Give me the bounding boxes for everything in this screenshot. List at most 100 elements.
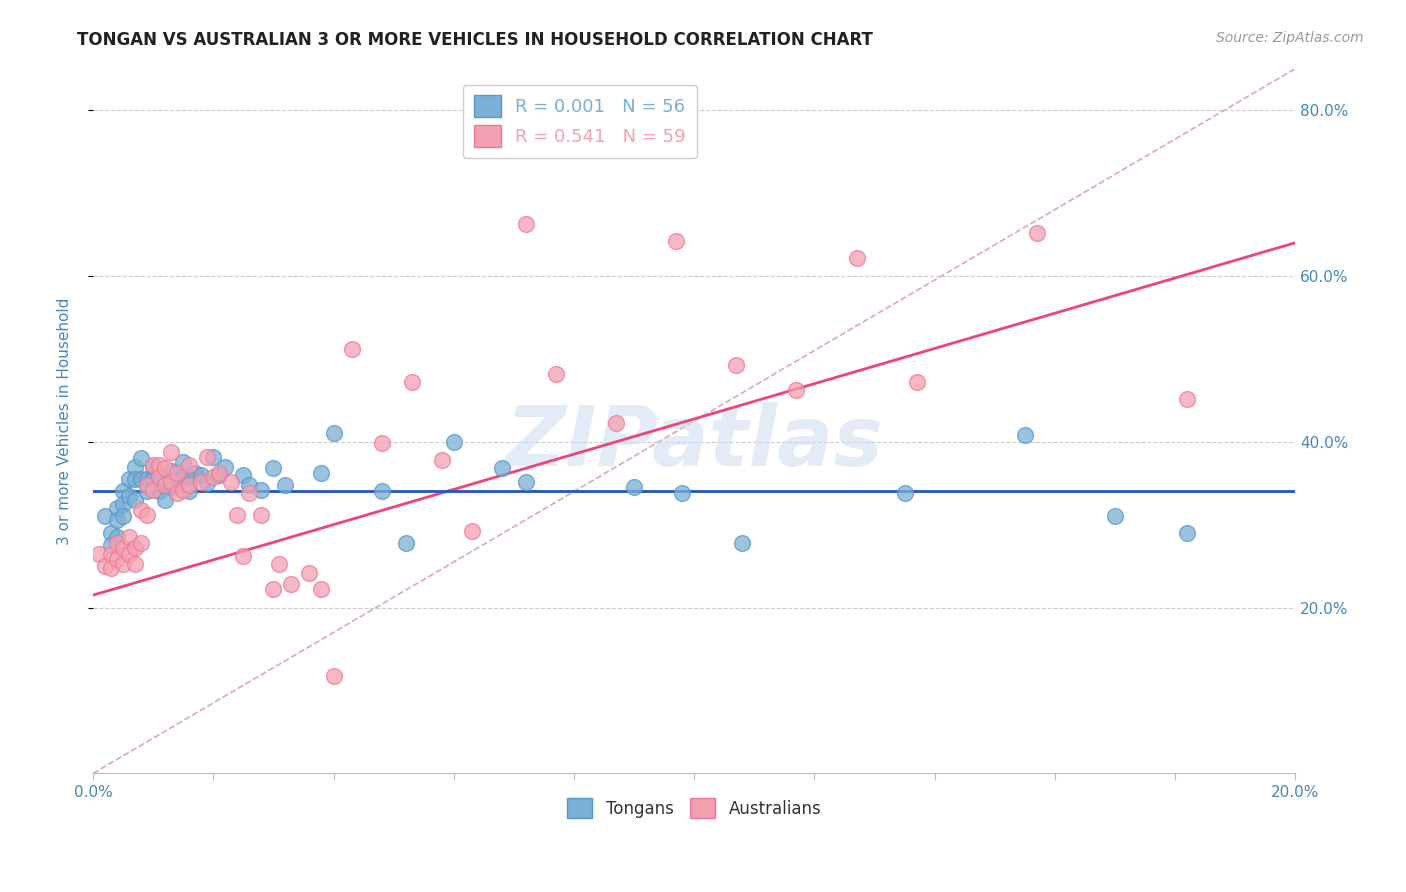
Point xyxy=(1026,226,1049,240)
Point xyxy=(221,475,243,489)
Point xyxy=(100,547,122,561)
Text: Source: ZipAtlas.com: Source: ZipAtlas.com xyxy=(1216,31,1364,45)
Point xyxy=(129,451,152,466)
Point xyxy=(112,558,135,572)
Point xyxy=(100,538,122,552)
Point xyxy=(105,536,128,550)
Text: ZIPatlas: ZIPatlas xyxy=(505,401,883,483)
Point xyxy=(184,467,207,481)
Point xyxy=(226,508,249,522)
Point xyxy=(136,478,159,492)
Point xyxy=(893,486,915,500)
Text: TONGAN VS AUSTRALIAN 3 OR MORE VEHICLES IN HOUSEHOLD CORRELATION CHART: TONGAN VS AUSTRALIAN 3 OR MORE VEHICLES … xyxy=(77,31,873,49)
Point xyxy=(262,582,284,597)
Point xyxy=(280,577,302,591)
Point xyxy=(370,436,392,450)
Point xyxy=(322,426,344,441)
Point xyxy=(124,541,146,555)
Point xyxy=(905,375,928,389)
Point xyxy=(515,475,537,489)
Point xyxy=(87,547,110,561)
Point xyxy=(311,467,333,481)
Point xyxy=(166,472,188,486)
Point xyxy=(118,472,141,486)
Point xyxy=(179,458,201,472)
Point xyxy=(250,483,273,497)
Point xyxy=(112,497,135,511)
Point xyxy=(491,461,513,475)
Point xyxy=(148,467,170,482)
Point xyxy=(785,384,807,398)
Point xyxy=(129,472,152,486)
Point xyxy=(153,461,176,475)
Point xyxy=(195,476,218,491)
Point xyxy=(172,455,194,469)
Point xyxy=(100,525,122,540)
Point xyxy=(1175,525,1198,540)
Point xyxy=(179,469,201,483)
Point xyxy=(443,434,465,449)
Point xyxy=(370,484,392,499)
Point xyxy=(112,541,135,555)
Point xyxy=(262,461,284,475)
Point xyxy=(1014,428,1036,442)
Point xyxy=(124,558,146,572)
Point xyxy=(671,486,693,500)
Point xyxy=(195,450,218,464)
Point xyxy=(322,668,344,682)
Point xyxy=(118,547,141,561)
Point xyxy=(142,459,165,474)
Point xyxy=(148,458,170,472)
Point xyxy=(124,492,146,507)
Point xyxy=(430,453,453,467)
Point xyxy=(160,444,183,458)
Point xyxy=(124,459,146,474)
Point xyxy=(179,484,201,499)
Point xyxy=(129,536,152,550)
Point xyxy=(544,367,567,381)
Point xyxy=(124,472,146,486)
Point xyxy=(142,483,165,497)
Point xyxy=(208,467,231,481)
Point xyxy=(136,484,159,499)
Point xyxy=(311,582,333,597)
Point xyxy=(172,483,194,497)
Point xyxy=(129,502,152,516)
Point xyxy=(401,375,423,389)
Point xyxy=(725,359,748,373)
Point xyxy=(179,478,201,492)
Point xyxy=(190,467,212,482)
Point xyxy=(142,458,165,472)
Point xyxy=(269,558,291,572)
Point xyxy=(142,472,165,486)
Point xyxy=(605,417,627,431)
Point xyxy=(105,514,128,528)
Legend: Tongans, Australians: Tongans, Australians xyxy=(561,791,828,825)
Point xyxy=(105,552,128,566)
Point xyxy=(172,469,194,483)
Point xyxy=(148,484,170,499)
Point xyxy=(202,469,225,483)
Point xyxy=(298,566,321,580)
Point xyxy=(112,484,135,499)
Point xyxy=(190,475,212,489)
Point xyxy=(274,478,297,492)
Point xyxy=(515,218,537,232)
Point xyxy=(148,469,170,483)
Point xyxy=(94,559,117,574)
Point xyxy=(94,509,117,524)
Point xyxy=(112,509,135,524)
Point xyxy=(153,476,176,491)
Point xyxy=(731,536,754,550)
Point xyxy=(250,508,273,522)
Point xyxy=(153,492,176,507)
Point xyxy=(340,342,363,356)
Point xyxy=(1104,509,1126,524)
Point xyxy=(395,536,418,550)
Point xyxy=(118,530,141,544)
Point xyxy=(1175,392,1198,406)
Point xyxy=(461,524,484,539)
Point xyxy=(160,480,183,494)
Point xyxy=(232,467,254,482)
Point xyxy=(153,478,176,492)
